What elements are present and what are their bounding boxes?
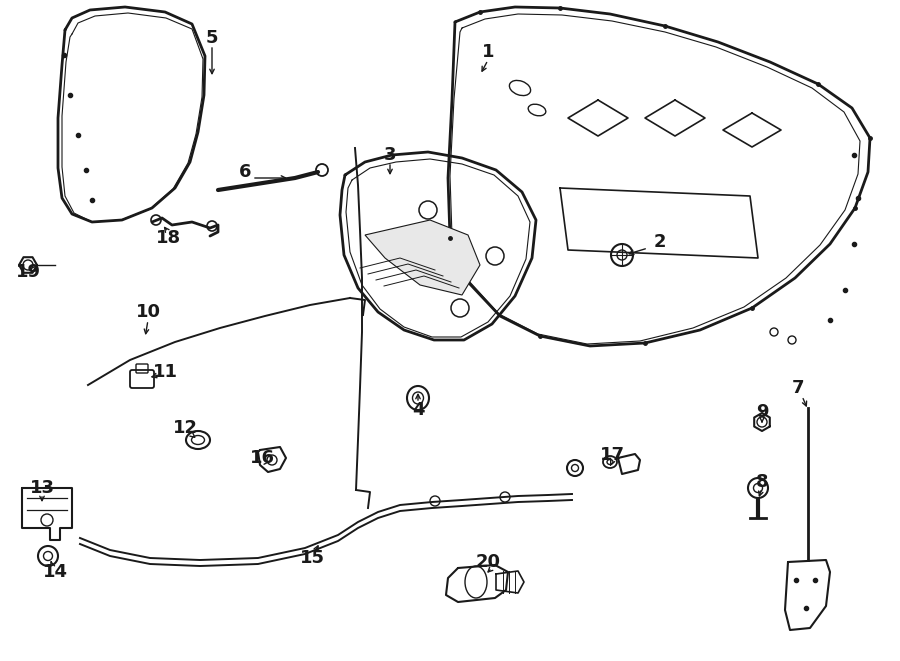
Polygon shape <box>365 220 480 295</box>
Text: 4: 4 <box>412 401 424 419</box>
Text: 11: 11 <box>152 363 177 381</box>
Text: 18: 18 <box>156 229 181 247</box>
Text: 17: 17 <box>599 446 625 464</box>
Text: 6: 6 <box>238 163 251 181</box>
Text: 2: 2 <box>653 233 666 251</box>
Text: 1: 1 <box>482 43 494 61</box>
Text: 15: 15 <box>300 549 325 567</box>
Text: 16: 16 <box>249 449 274 467</box>
Text: 13: 13 <box>30 479 55 497</box>
Text: 12: 12 <box>173 419 197 437</box>
Text: 5: 5 <box>206 29 218 47</box>
Text: 20: 20 <box>475 553 500 571</box>
Text: 8: 8 <box>756 473 769 491</box>
Text: 10: 10 <box>136 303 160 321</box>
Text: 7: 7 <box>792 379 805 397</box>
Text: 14: 14 <box>42 563 68 581</box>
Text: 19: 19 <box>15 263 40 281</box>
Text: 3: 3 <box>383 146 396 164</box>
Text: 9: 9 <box>756 403 769 421</box>
